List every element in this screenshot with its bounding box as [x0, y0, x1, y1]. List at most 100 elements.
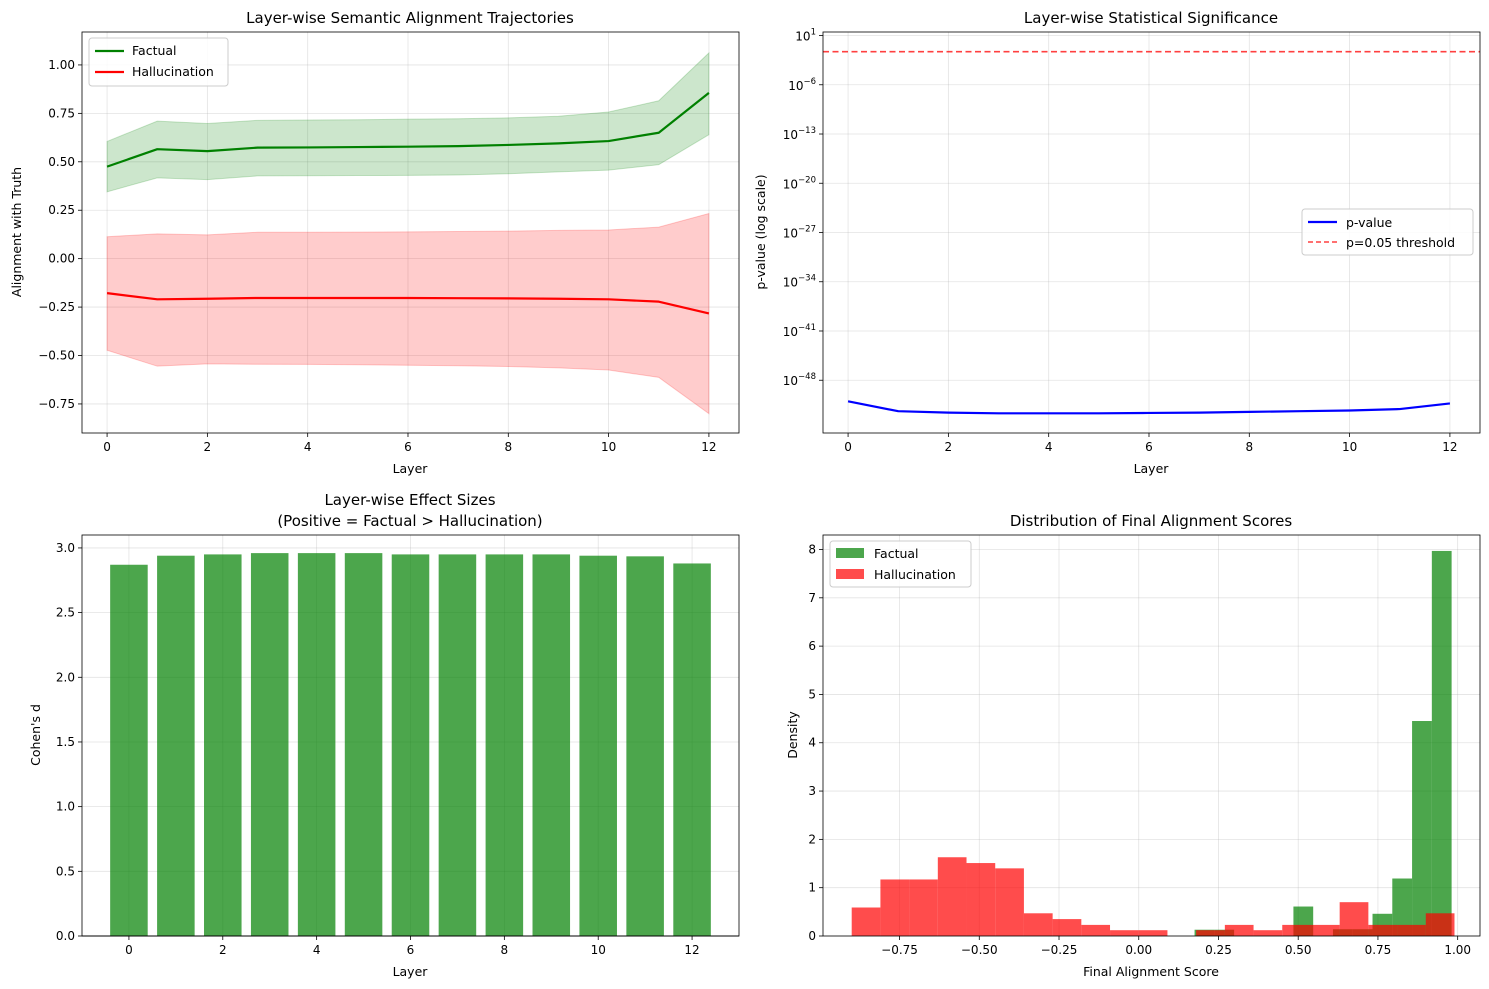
bar-layer-7	[438, 554, 477, 936]
panel-distribution-ylabel: Density	[785, 711, 800, 759]
legend-label-factual: Factual	[132, 43, 177, 58]
bar-layer-1	[157, 555, 195, 936]
bar-layer-12	[673, 563, 711, 936]
x-tick-label: 8	[501, 943, 509, 957]
panel-alignment-title: Layer-wise Semantic Alignment Trajectori…	[246, 9, 574, 27]
x-tick-label: 12	[701, 440, 716, 454]
hist-bar-hallucination	[909, 879, 938, 936]
legend-label-pvalue: p-value	[1346, 215, 1393, 230]
panel-pvalue-xticks: 0 2 4 6 8 10 12	[844, 433, 1458, 454]
bar-layer-11	[626, 556, 664, 936]
y-tick-label: 2	[808, 832, 816, 846]
panel-pvalue-xlabel: Layer	[1134, 461, 1170, 476]
y-tick-label: 10−13	[783, 126, 816, 142]
hist-bar-hallucination	[1224, 924, 1254, 936]
hist-bar-hallucination	[880, 879, 910, 936]
panel-pvalue-ylabel: p-value (log scale)	[753, 174, 768, 289]
hist-bar-hallucination	[1110, 930, 1139, 936]
bar-layer-4	[297, 553, 336, 936]
y-tick-label: 0.5	[56, 864, 75, 878]
y-tick-label: 1.5	[56, 735, 75, 749]
y-tick-label: 8	[808, 542, 816, 556]
panel-alignment-legend: Factual Hallucination	[88, 37, 229, 87]
y-tick-label: 0	[808, 929, 816, 943]
y-tick-label: 3	[808, 784, 816, 798]
x-tick-label: 2	[219, 943, 227, 957]
x-tick-label: 6	[407, 943, 415, 957]
hist-bar-hallucination	[1081, 924, 1111, 936]
panel-pvalue-lines	[823, 50, 1480, 415]
x-tick-label: 10	[601, 440, 616, 454]
y-tick-label: −0.75	[38, 397, 75, 411]
panel-alignment-grid	[82, 32, 739, 433]
panel-pvalue-yticks: 101 10−6 10−13 10−20 10−27 10−34 10−41 10−48	[783, 28, 823, 388]
bar-layer-6	[391, 554, 430, 936]
y-tick-label: 10−41	[783, 323, 816, 339]
x-tick-label: 0	[125, 943, 133, 957]
y-tick-label: 2.0	[56, 670, 75, 684]
panel-alignment-xticks: 0 2 4 6 8 10 12	[103, 433, 717, 454]
legend-box	[1301, 208, 1474, 256]
x-tick-label: −0.50	[961, 943, 998, 957]
y-tick-label: 0.25	[48, 203, 75, 217]
panel-effect-bars	[82, 553, 739, 937]
x-tick-label: 10	[591, 943, 606, 957]
hist-bar-hallucination	[937, 857, 967, 936]
hist-bar-hallucination	[851, 907, 881, 936]
x-tick-label: 2	[204, 440, 212, 454]
y-tick-label: 0.0	[56, 929, 75, 943]
panel-distribution-xlabel: Final Alignment Score	[1083, 964, 1219, 979]
x-tick-label: 12	[1442, 440, 1457, 454]
y-tick-label: 10−27	[783, 225, 816, 241]
bar-layer-3	[250, 553, 289, 936]
panel-alignment-ylabel: Alignment with Truth	[9, 167, 24, 297]
hist-bar-hallucination	[1282, 924, 1311, 936]
x-tick-label: −0.25	[1041, 943, 1078, 957]
y-tick-label: 3.0	[56, 541, 75, 555]
panel-alignment-bands	[106, 51, 710, 415]
panel-distribution-bars	[851, 550, 1455, 936]
y-tick-label: 101	[795, 28, 816, 44]
legend-swatch-hallucination	[836, 569, 864, 579]
bar-layer-0	[110, 564, 148, 936]
x-tick-label: 4	[1045, 440, 1053, 454]
panel-alignment-xlabel: Layer	[393, 461, 429, 476]
panel-distribution-grid	[823, 535, 1480, 937]
panel-pvalue: 0 2 4 6 8 10 12 101 10−6 10−13 10−20 10−27 10−34 10−…	[753, 9, 1481, 476]
x-tick-label: 8	[504, 440, 512, 454]
y-tick-label: 7	[808, 591, 816, 605]
y-tick-label: 10−34	[783, 274, 816, 290]
x-tick-label: 10	[1342, 440, 1357, 454]
x-tick-label: −0.75	[881, 943, 918, 957]
y-tick-label: 1	[808, 881, 816, 895]
hist-bar-hallucination	[1339, 902, 1369, 936]
legend-label-hallucination: Hallucination	[874, 567, 956, 582]
band-factual	[106, 51, 710, 193]
legend-swatch-factual	[836, 548, 864, 558]
panel-effect-subtitle: (Positive = Factual > Hallucination)	[277, 512, 542, 530]
panel-effect-xticks: 0 2 4 6 8 10 12	[125, 936, 700, 957]
hist-bar-factual	[1392, 878, 1413, 936]
hist-bar-hallucination	[1310, 924, 1340, 936]
panel-alignment-yticks: −0.75 −0.50 −0.25 0.00 0.25 0.50 0.75 1.00	[38, 58, 82, 411]
x-tick-label: 0	[103, 440, 111, 454]
x-tick-label: 0	[844, 440, 852, 454]
y-tick-label: 10−20	[783, 175, 816, 191]
legend-label-threshold: p=0.05 threshold	[1346, 235, 1455, 250]
y-tick-label: 10−48	[783, 372, 816, 388]
y-tick-label: 6	[808, 639, 816, 653]
bar-layer-5	[344, 553, 383, 936]
panel-alignment: 0 2 4 6 8 10 12 −0.75 −0.50 −0.25 0.00 0.25 0.50 0.7…	[9, 9, 740, 476]
x-tick-label: 0.00	[1125, 943, 1152, 957]
y-tick-label: 2.5	[56, 606, 75, 620]
hist-bar-factual	[1412, 721, 1432, 936]
panel-distribution-title: Distribution of Final Alignment Scores	[1010, 512, 1292, 530]
panel-distribution-yticks: 0 1 2 3 4 5 6 7 8	[808, 542, 823, 943]
hist-bar-hallucination	[1023, 913, 1053, 936]
y-tick-label: 0.50	[48, 155, 75, 169]
panel-effect-ylabel: Cohen's d	[28, 704, 43, 766]
y-tick-label: 4	[808, 736, 816, 750]
y-tick-label: −0.50	[38, 349, 75, 363]
panel-effect-xlabel: Layer	[393, 964, 429, 979]
